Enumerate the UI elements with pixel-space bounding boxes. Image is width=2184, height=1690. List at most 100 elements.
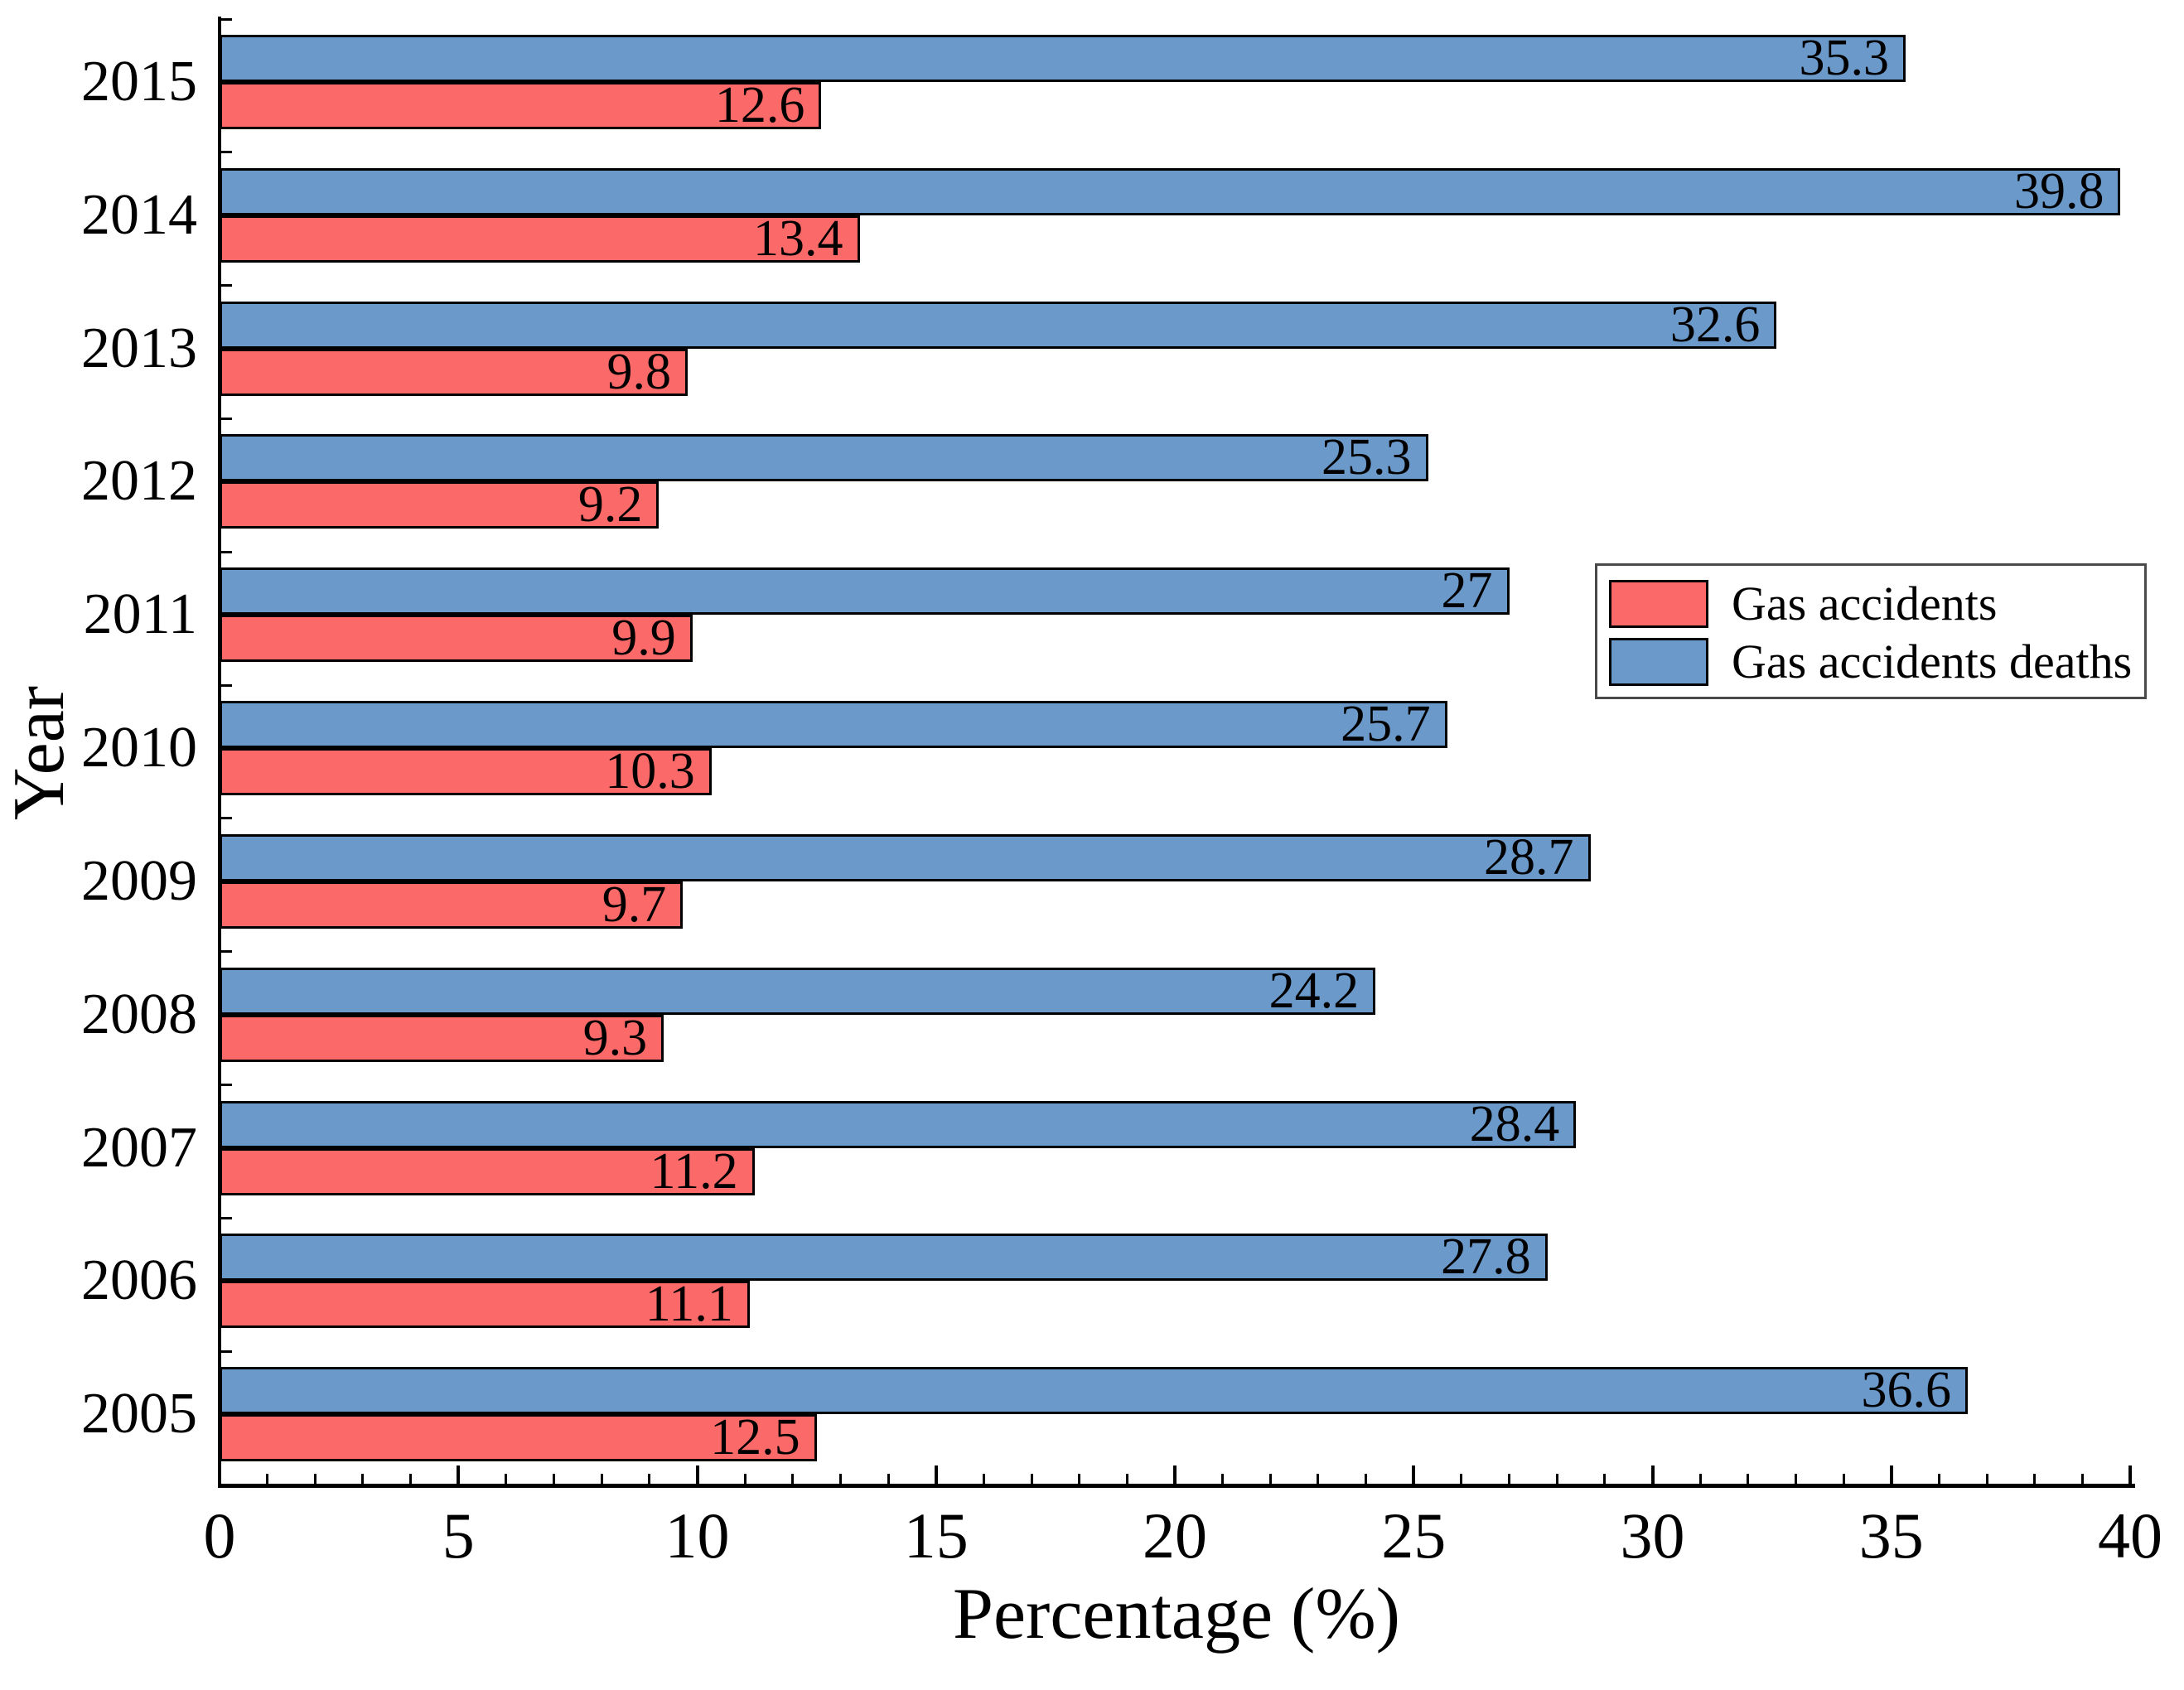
- accidents-bar: [220, 481, 660, 529]
- x-minor-tick: [1794, 1474, 1797, 1484]
- legend-item: Gas accidents deaths: [1609, 635, 2132, 688]
- y-tick-label: 2014: [81, 182, 197, 247]
- deaths-value-label: 35.3: [1799, 30, 1890, 86]
- x-minor-tick: [1698, 1474, 1702, 1484]
- x-tick-label: 0: [203, 1499, 236, 1572]
- y-minor-tick: [221, 1084, 232, 1087]
- deaths-bar: [220, 833, 1591, 881]
- accidents-bar: [220, 215, 860, 263]
- deaths-bar: [220, 701, 1447, 749]
- x-minor-tick: [2080, 1474, 2084, 1484]
- y-major-tick: [221, 1412, 241, 1417]
- x-minor-tick: [1221, 1474, 1225, 1484]
- accidents-value-label: 12.6: [714, 77, 805, 133]
- accidents-bar: [220, 615, 693, 663]
- x-minor-tick: [1317, 1474, 1320, 1484]
- accidents-bar: [220, 881, 684, 929]
- y-tick-label: 2010: [81, 716, 197, 780]
- x-axis-line: [218, 1484, 2135, 1488]
- y-tick-label: 2008: [81, 982, 197, 1046]
- deaths-value-label: 32.6: [1669, 296, 1761, 353]
- x-tick-label: 35: [1858, 1499, 1924, 1572]
- x-tick-label: 5: [442, 1499, 475, 1572]
- deaths-bar: [220, 1100, 1577, 1148]
- accidents-value-label: 11.1: [645, 1276, 733, 1333]
- y-minor-tick: [221, 284, 232, 287]
- deaths-bar: [220, 301, 1777, 349]
- x-axis-title: Percentage (%): [953, 1574, 1400, 1654]
- y-major-tick: [221, 480, 241, 484]
- legend: Gas accidents Gas accidents deaths: [1595, 563, 2147, 699]
- x-tick-label: 10: [664, 1499, 730, 1572]
- accidents-value-label: 9.9: [611, 610, 676, 667]
- y-major-tick: [221, 613, 241, 617]
- y-major-tick: [221, 1146, 241, 1150]
- accidents-bar: [220, 1281, 750, 1329]
- x-major-tick: [2128, 1465, 2132, 1484]
- x-minor-tick: [838, 1474, 842, 1484]
- y-minor-tick: [221, 417, 232, 420]
- deaths-bar: [220, 567, 1510, 616]
- deaths-bar: [220, 167, 2121, 215]
- x-minor-tick: [313, 1474, 316, 1484]
- x-minor-tick: [982, 1474, 985, 1484]
- legend-swatch: [1609, 638, 1708, 686]
- x-minor-tick: [1985, 1474, 1988, 1484]
- x-minor-tick: [409, 1474, 413, 1484]
- legend-swatch: [1609, 580, 1708, 628]
- x-minor-tick: [1555, 1474, 1558, 1484]
- accidents-value-label: 9.3: [582, 1009, 648, 1066]
- y-major-tick: [221, 746, 241, 751]
- x-tick-label: 25: [1381, 1499, 1447, 1572]
- x-minor-tick: [1842, 1474, 1845, 1484]
- y-tick-label: 2007: [81, 1115, 197, 1180]
- x-tick-label: 15: [903, 1499, 969, 1572]
- x-major-tick: [1173, 1465, 1177, 1484]
- accidents-bar: [220, 82, 822, 129]
- y-tick-label: 2005: [81, 1382, 197, 1446]
- y-major-tick: [221, 1279, 241, 1283]
- y-minor-tick: [221, 950, 232, 954]
- x-minor-tick: [1365, 1474, 1368, 1484]
- legend-label: Gas accidents deaths: [1732, 635, 2133, 688]
- x-tick-label: 40: [2098, 1499, 2162, 1572]
- y-minor-tick: [221, 1216, 232, 1219]
- x-minor-tick: [2033, 1474, 2037, 1484]
- accidents-bar: [220, 748, 712, 796]
- x-minor-tick: [553, 1474, 556, 1484]
- x-major-tick: [695, 1465, 699, 1484]
- deaths-bar: [220, 35, 1906, 82]
- x-minor-tick: [1125, 1474, 1128, 1484]
- y-minor-tick: [221, 1350, 232, 1353]
- deaths-value-label: 28.4: [1469, 1095, 1560, 1152]
- x-tick-label: 20: [1143, 1499, 1207, 1572]
- x-minor-tick: [1268, 1474, 1272, 1484]
- accidents-value-label: 11.2: [650, 1142, 738, 1200]
- x-minor-tick: [1747, 1474, 1750, 1484]
- x-minor-tick: [1030, 1474, 1033, 1484]
- y-minor-tick: [221, 17, 232, 21]
- accidents-value-label: 12.5: [710, 1409, 800, 1466]
- deaths-bar: [220, 1367, 1968, 1415]
- deaths-bar: [220, 1234, 1548, 1282]
- x-minor-tick: [1078, 1474, 1081, 1484]
- accidents-value-label: 9.8: [606, 343, 671, 400]
- y-major-tick: [221, 213, 241, 217]
- y-axis-line: [218, 17, 221, 1487]
- deaths-value-label: 28.7: [1484, 828, 1574, 886]
- deaths-value-label: 39.8: [2013, 162, 2104, 220]
- deaths-value-label: 25.3: [1322, 429, 1412, 486]
- deaths-value-label: 27: [1441, 563, 1493, 620]
- accidents-bar: [220, 1014, 664, 1062]
- y-major-tick: [221, 346, 241, 350]
- legend-label: Gas accidents: [1732, 577, 1998, 630]
- x-minor-tick: [361, 1474, 365, 1484]
- y-minor-tick: [221, 683, 232, 687]
- y-minor-tick: [221, 817, 232, 820]
- x-major-tick: [1650, 1465, 1655, 1484]
- y-tick-label: 2012: [81, 449, 197, 514]
- y-major-tick: [221, 879, 241, 883]
- x-minor-tick: [648, 1474, 651, 1484]
- deaths-value-label: 36.6: [1861, 1362, 1951, 1419]
- x-major-tick: [1889, 1465, 1893, 1484]
